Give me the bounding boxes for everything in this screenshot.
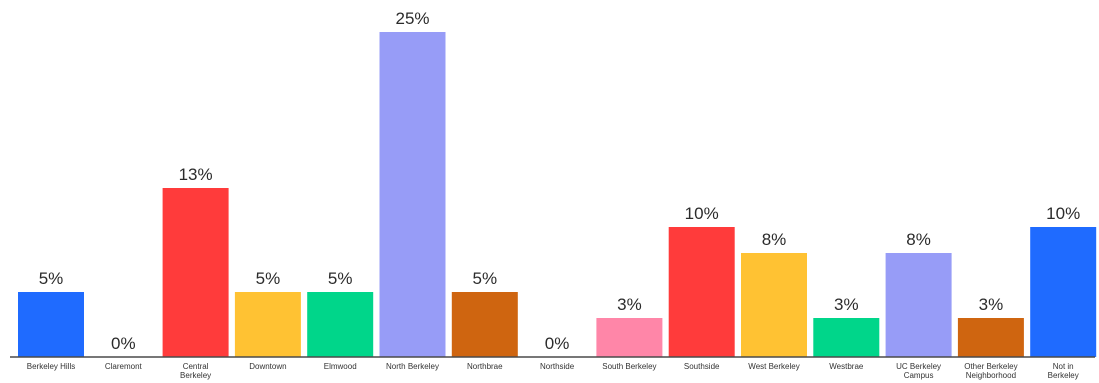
category-labels-group: Berkeley Hills Claremont Central BerkeleyDo… [27, 362, 1079, 380]
bar-4 [307, 292, 374, 357]
category-label-8: South Berkeley [602, 362, 656, 371]
category-label-line: Campus [904, 371, 934, 380]
value-label-2: 13% [179, 165, 213, 184]
value-label-8: 3% [617, 295, 642, 314]
value-label-9: 10% [685, 204, 719, 223]
value-label-13: 3% [979, 295, 1004, 314]
category-label-line: Not in [1053, 362, 1074, 371]
category-label-line: Northbrae [467, 362, 503, 371]
value-label-4: 5% [328, 269, 353, 288]
value-label-6: 5% [473, 269, 498, 288]
bar-8 [596, 318, 663, 357]
value-label-12: 8% [906, 230, 931, 249]
bar-12 [885, 253, 952, 357]
category-label-line: Westbrae [829, 362, 864, 371]
bar-6 [451, 292, 518, 357]
value-label-14: 10% [1046, 204, 1080, 223]
category-label-line: Elmwood [324, 362, 357, 371]
category-label-line: Claremont [105, 362, 143, 371]
category-label-line: Northside [540, 362, 575, 371]
category-label-0: Berkeley Hills [27, 362, 75, 371]
value-label-1: 0% [111, 334, 136, 353]
category-label-line: Neighborhood [966, 371, 1016, 380]
category-label-1: Claremont [105, 362, 143, 371]
category-label-7: Northside [540, 362, 575, 371]
category-label-line: Other Berkeley [964, 362, 1017, 371]
category-label-4: Elmwood [324, 362, 357, 371]
bar-9 [668, 227, 735, 357]
value-label-3: 5% [256, 269, 281, 288]
bar-3 [234, 292, 301, 357]
category-label-line: Central [183, 362, 209, 371]
category-label-14: Not in Berkeley [1048, 362, 1079, 380]
category-label-line: UC Berkeley [896, 362, 941, 371]
category-label-3: Downtown [249, 362, 286, 371]
bars-group [18, 32, 1097, 357]
bar-13 [957, 318, 1024, 357]
bar-0 [18, 292, 84, 357]
value-label-7: 0% [545, 334, 570, 353]
value-label-5: 25% [395, 9, 429, 28]
category-label-2: Central Berkeley [180, 362, 211, 380]
bar-5 [379, 32, 446, 357]
category-label-line: South Berkeley [602, 362, 656, 371]
category-label-line: Berkeley Hills [27, 362, 75, 371]
category-label-10: West Berkeley [748, 362, 799, 371]
category-label-12: UC Berkeley Campus [896, 362, 941, 380]
category-label-13: Other Berkeley Neighborhood [964, 362, 1017, 380]
category-label-5: North Berkeley [386, 362, 439, 371]
category-label-9: Southside [684, 362, 720, 371]
bar-14 [1030, 227, 1097, 357]
bar-2 [162, 188, 229, 357]
category-label-11: Westbrae [829, 362, 864, 371]
category-label-line: Berkeley [180, 371, 211, 380]
category-label-line: North Berkeley [386, 362, 439, 371]
category-label-line: Downtown [249, 362, 286, 371]
bar-11 [813, 318, 880, 357]
value-label-10: 8% [762, 230, 787, 249]
value-labels-group: 5% 0% 13% 5% 5% 25% 5% 0% 3% 10% 8% 3% 8% 3% 10% [39, 9, 1081, 353]
value-label-0: 5% [39, 269, 64, 288]
value-label-11: 3% [834, 295, 859, 314]
category-label-line: Berkeley [1048, 371, 1079, 380]
category-label-6: Northbrae [467, 362, 503, 371]
category-label-line: West Berkeley [748, 362, 799, 371]
bar-10 [741, 253, 807, 357]
category-label-line: Southside [684, 362, 720, 371]
